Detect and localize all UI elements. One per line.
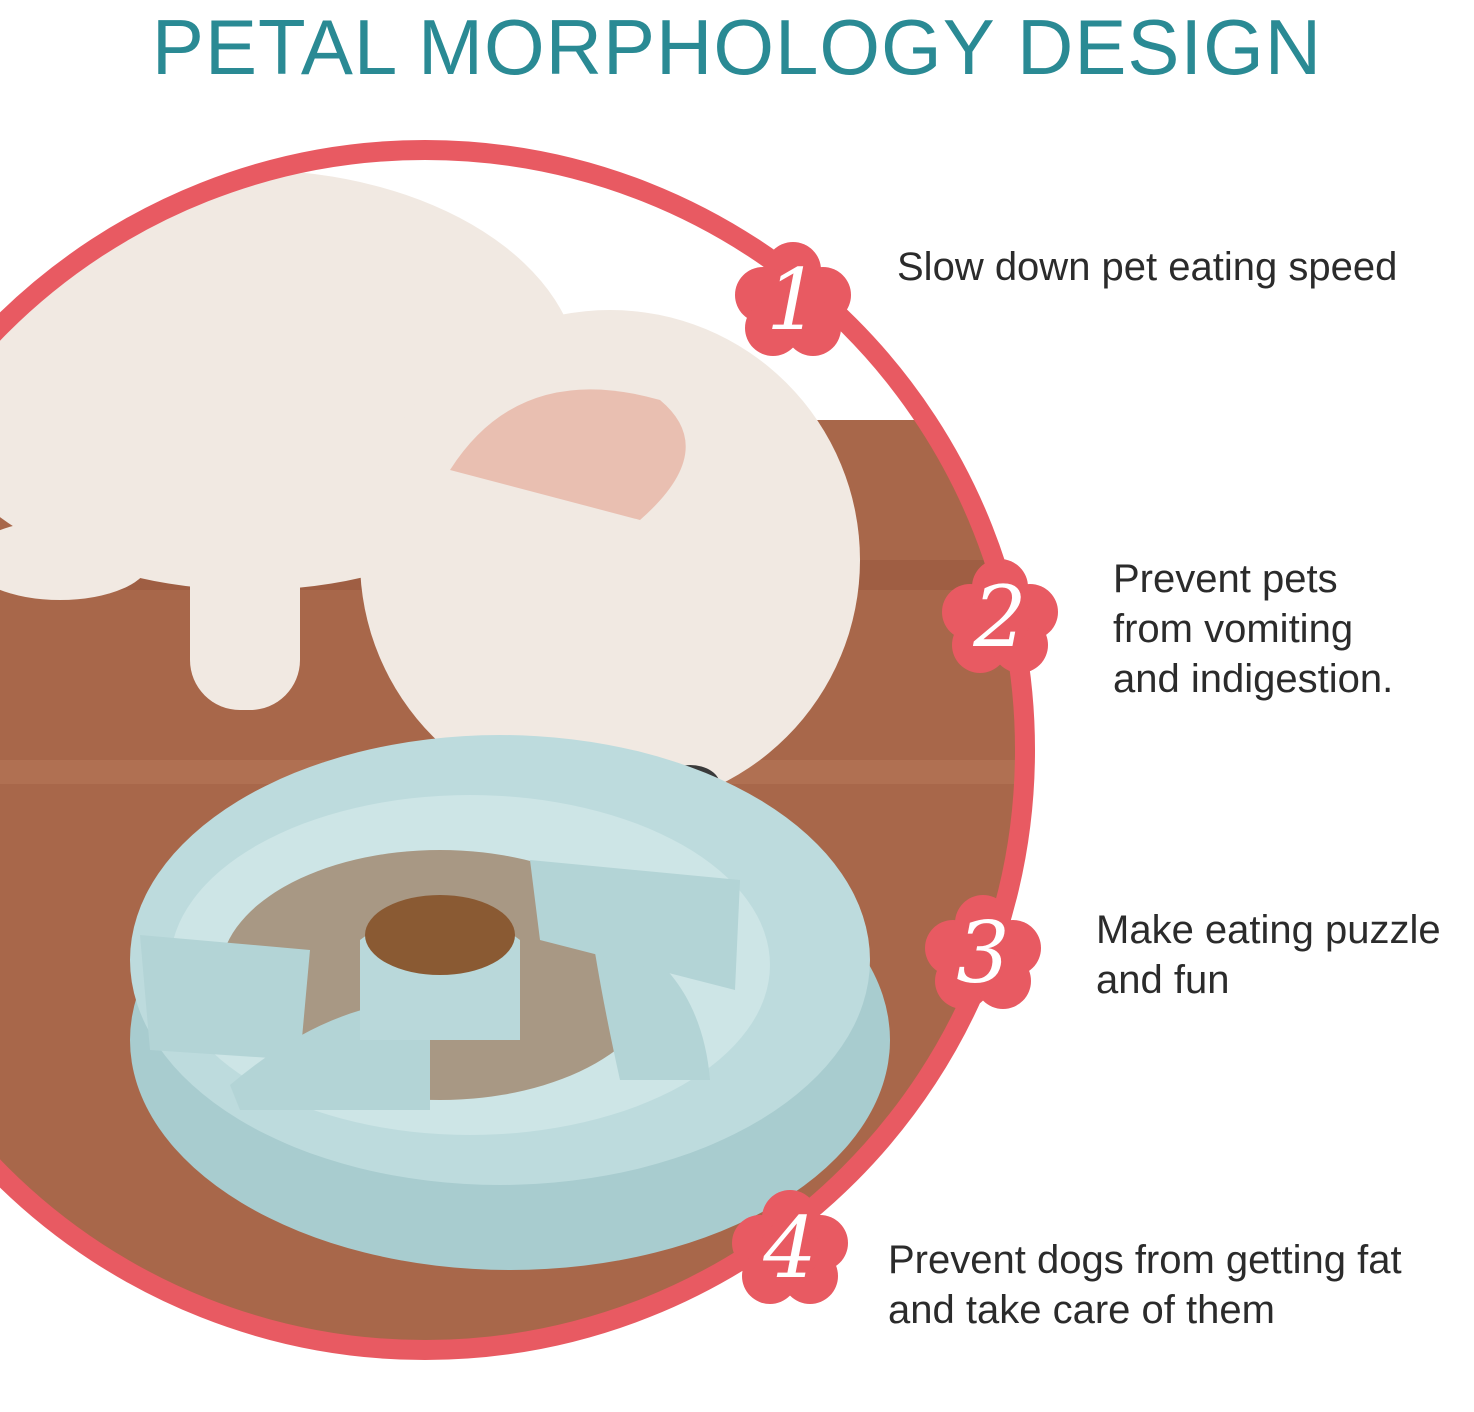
badge-number: 3 [956,904,1010,1002]
feature-line: Make eating puzzle [1096,908,1441,952]
feature-line: and take care of them [888,1288,1275,1332]
feature-badge-3: 3 [923,893,1043,1013]
feature-line: from vomiting [1113,607,1354,651]
accent-ring [0,140,1035,1360]
feature-line: and fun [1096,958,1230,1002]
badge-number: 1 [766,251,820,349]
feature-line: Prevent dogs from getting fat [888,1238,1402,1282]
feature-text-4: Prevent dogs from getting fat and take c… [888,1235,1402,1335]
flower-badge-icon [732,1190,848,1304]
feature-text-3: Make eating puzzle and fun [1096,905,1441,1005]
badge-number: 4 [763,1199,817,1297]
badge-number: 2 [973,568,1027,666]
feature-line: and indigestion. [1113,657,1394,701]
bowl [130,735,890,1270]
feature-badge-4: 4 [730,1188,850,1308]
feature-line: Prevent pets [1113,557,1338,601]
feature-text-1: Slow down pet eating speed [897,242,1397,292]
feature-badge-2: 2 [940,557,1060,677]
flower-badge-icon [942,559,1058,673]
page-title: PETAL MORPHOLOGY DESIGN [151,3,1323,91]
dog [0,170,860,810]
dog-ear [450,389,686,520]
flower-badge-icon [925,895,1041,1009]
feature-line: Slow down pet eating speed [897,245,1398,289]
feature-badge-1: 1 [733,240,853,360]
flower-badge-icon [735,242,851,356]
feature-text-2: Prevent pets from vomiting and indigesti… [1113,554,1393,704]
